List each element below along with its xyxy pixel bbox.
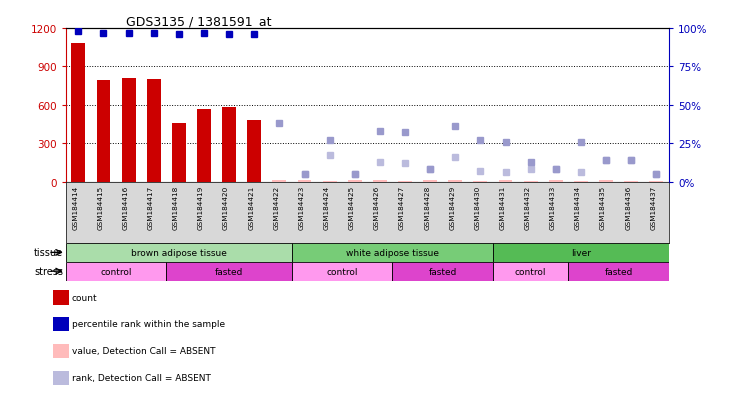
Text: percentile rank within the sample: percentile rank within the sample [72, 320, 224, 329]
Text: GSM184422: GSM184422 [273, 185, 279, 229]
Text: fasted: fasted [428, 267, 457, 276]
Text: stress: stress [34, 266, 64, 276]
Bar [197, 109, 211, 182]
Bar [569, 262, 669, 281]
Bar [298, 180, 311, 182]
Bar [167, 262, 292, 281]
Text: brown adipose tissue: brown adipose tissue [131, 248, 227, 257]
Text: GSM184418: GSM184418 [173, 185, 179, 229]
Text: GSM184421: GSM184421 [249, 185, 254, 229]
Text: GSM184426: GSM184426 [374, 185, 380, 229]
Text: GSM184423: GSM184423 [298, 185, 305, 229]
Text: liver: liver [571, 248, 591, 257]
Text: GSM184430: GSM184430 [474, 185, 480, 229]
Bar [322, 181, 336, 182]
Bar [66, 243, 292, 262]
Bar [649, 181, 663, 182]
Bar [393, 262, 493, 281]
Bar [121, 79, 135, 182]
Bar [292, 262, 393, 281]
Bar [523, 181, 537, 182]
Bar [574, 181, 588, 182]
Text: GSM184420: GSM184420 [223, 185, 229, 229]
Text: GSM184424: GSM184424 [324, 185, 330, 229]
Text: GSM184432: GSM184432 [525, 185, 531, 229]
Text: GSM184414: GSM184414 [72, 185, 78, 229]
Text: control: control [327, 267, 358, 276]
Bar [273, 180, 287, 182]
Text: GSM184429: GSM184429 [450, 185, 455, 229]
Text: count: count [72, 293, 97, 302]
Bar [348, 181, 362, 182]
Bar [423, 181, 437, 182]
Text: GSM184419: GSM184419 [198, 185, 204, 229]
Bar [493, 243, 669, 262]
Bar [247, 121, 261, 182]
Bar [599, 181, 613, 182]
Bar [499, 181, 512, 182]
Text: GSM184427: GSM184427 [399, 185, 405, 229]
Text: value, Detection Call = ABSENT: value, Detection Call = ABSENT [72, 347, 215, 356]
Text: GSM184428: GSM184428 [424, 185, 430, 229]
Bar [172, 123, 186, 182]
Text: GSM184433: GSM184433 [550, 185, 556, 229]
Bar [147, 80, 161, 182]
Text: GSM184415: GSM184415 [97, 185, 104, 229]
Text: tissue: tissue [34, 248, 64, 258]
Bar [66, 262, 167, 281]
Bar [493, 262, 569, 281]
Text: GSM184416: GSM184416 [123, 185, 129, 229]
Bar [398, 181, 412, 182]
Text: GSM184436: GSM184436 [625, 185, 631, 229]
Text: GSM184417: GSM184417 [148, 185, 154, 229]
Text: GSM184431: GSM184431 [499, 185, 506, 229]
Text: GSM184434: GSM184434 [575, 185, 581, 229]
Bar [96, 81, 110, 182]
Text: control: control [515, 267, 546, 276]
Bar [222, 108, 236, 182]
Bar [624, 181, 638, 182]
Bar [292, 243, 493, 262]
Text: GSM184437: GSM184437 [651, 185, 656, 229]
Bar [549, 181, 563, 182]
Text: fasted: fasted [605, 267, 633, 276]
Bar [474, 181, 488, 182]
Text: GSM184425: GSM184425 [349, 185, 355, 229]
Bar [373, 180, 387, 182]
Bar [448, 180, 462, 182]
Text: fasted: fasted [215, 267, 243, 276]
Text: white adipose tissue: white adipose tissue [346, 248, 439, 257]
Bar [72, 44, 86, 182]
Text: GDS3135 / 1381591_at: GDS3135 / 1381591_at [126, 15, 272, 28]
Text: control: control [100, 267, 132, 276]
Text: rank, Detection Call = ABSENT: rank, Detection Call = ABSENT [72, 373, 211, 382]
Text: GSM184435: GSM184435 [600, 185, 606, 229]
